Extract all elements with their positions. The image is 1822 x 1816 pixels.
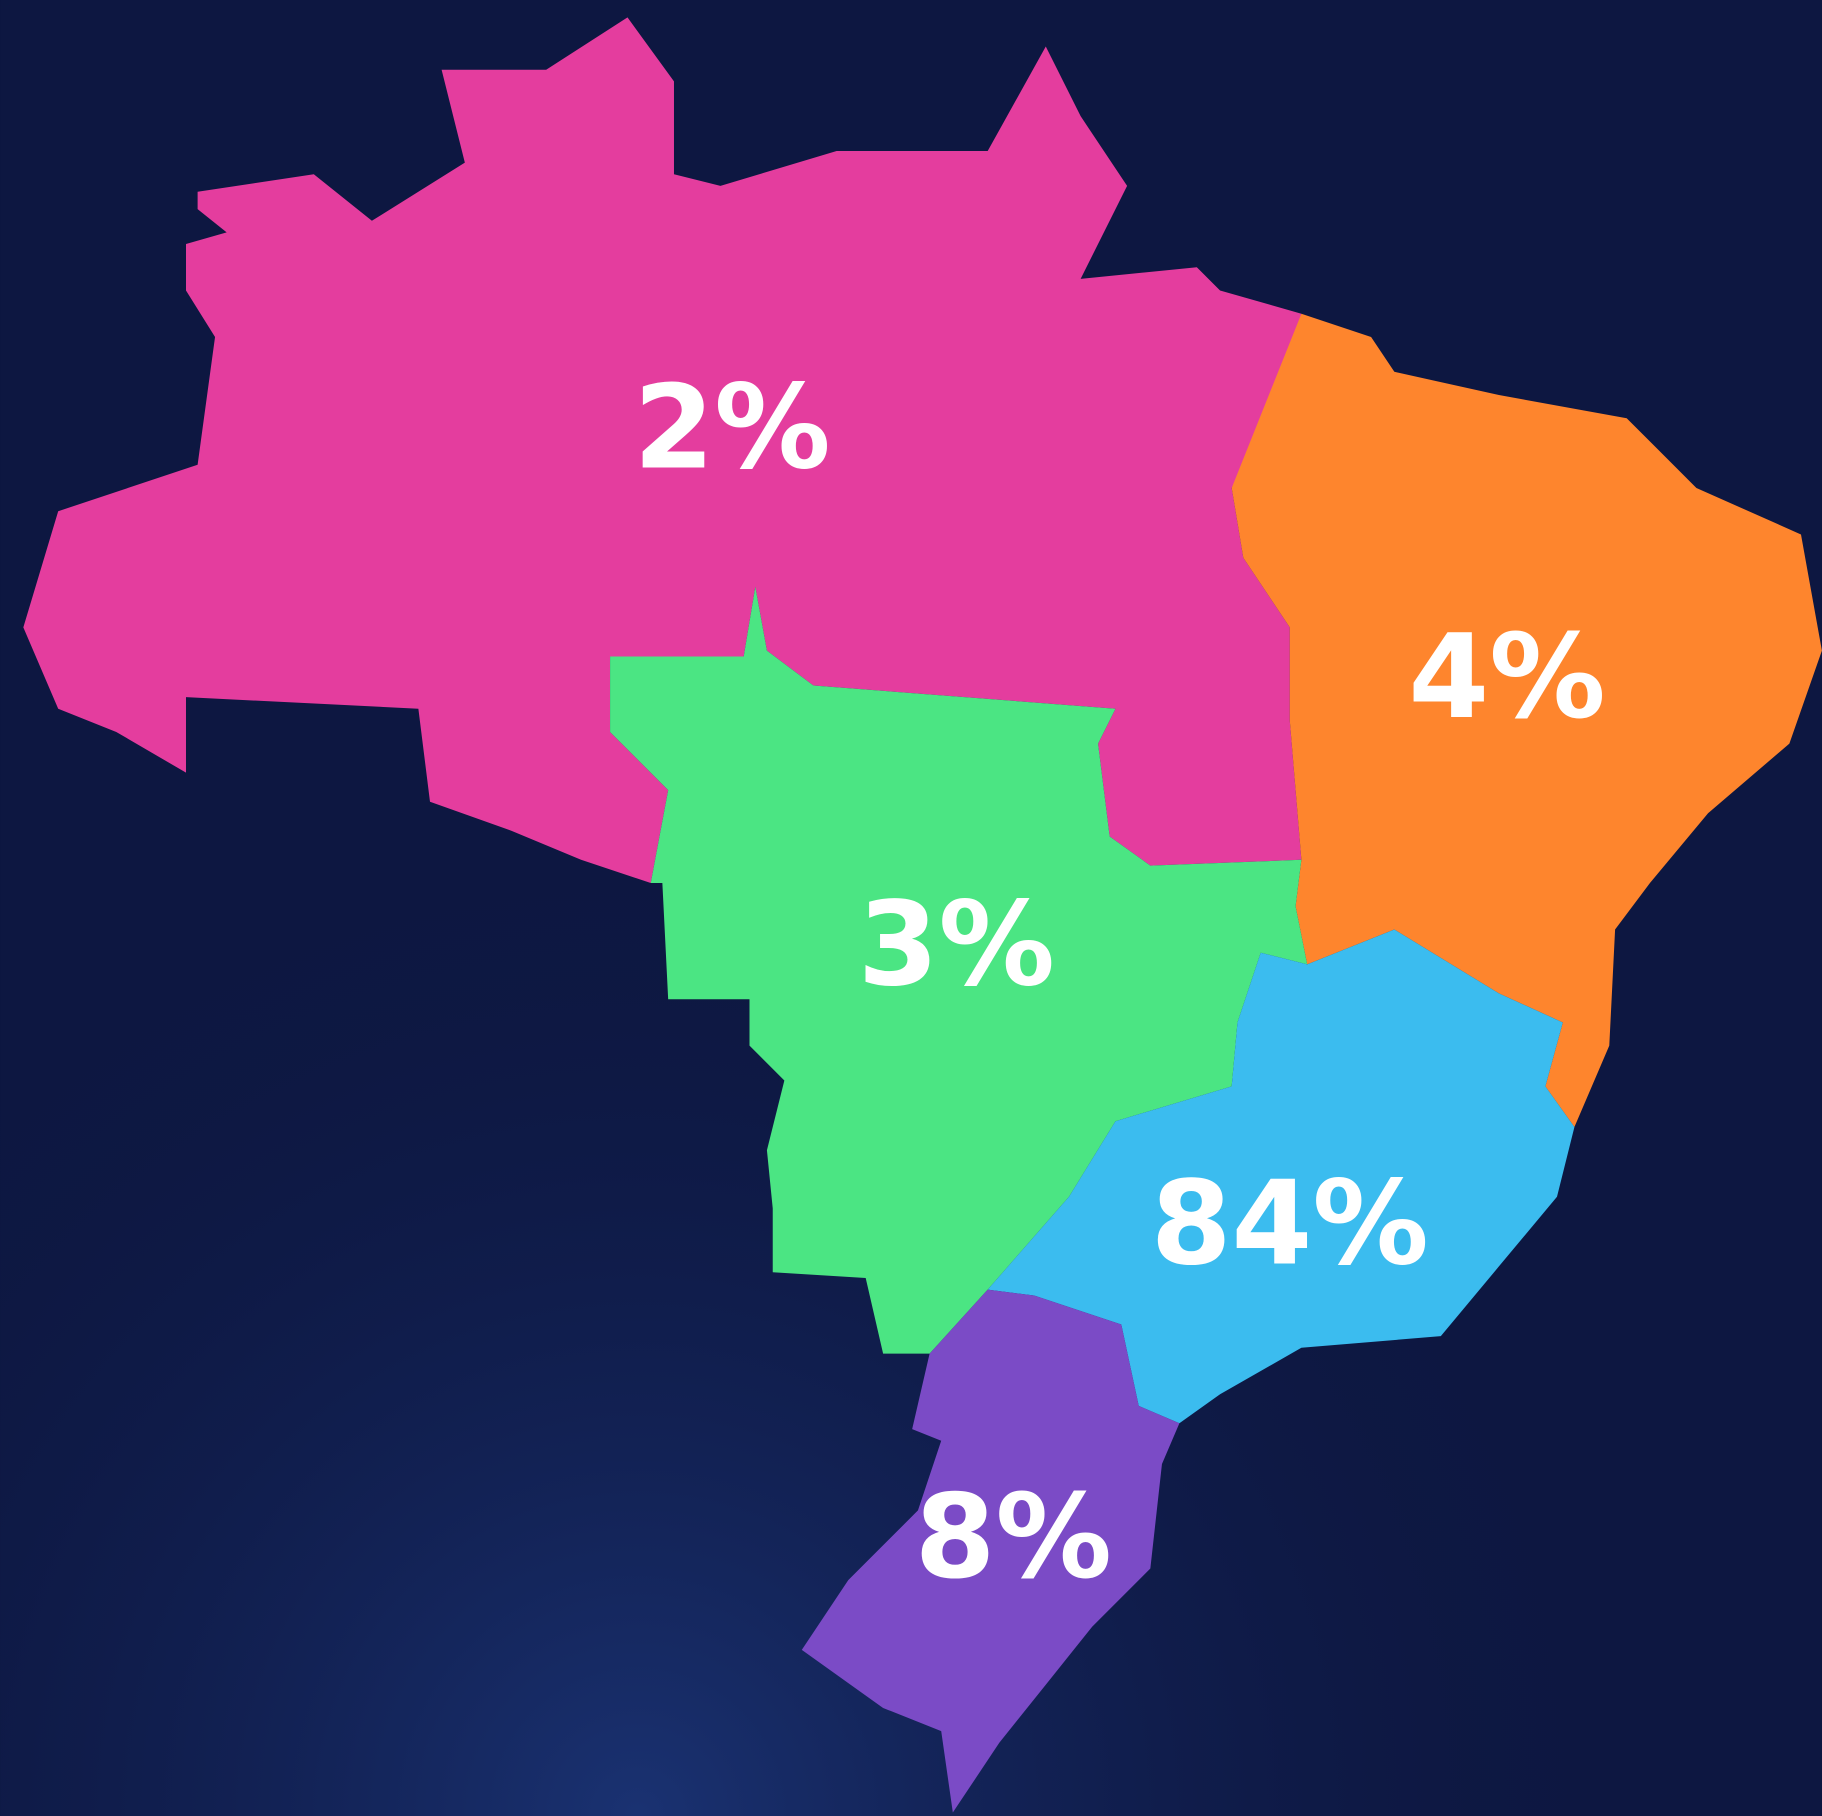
region-center-west <box>610 586 1308 1354</box>
region-label: 4% <box>1408 610 1605 745</box>
region-label: 8% <box>915 1470 1112 1605</box>
region-southeast <box>987 929 1575 1424</box>
region-label: 2% <box>633 360 830 495</box>
region-label: 84% <box>1151 1156 1429 1291</box>
region-label: 3% <box>858 877 1055 1012</box>
region-south <box>801 1289 1180 1813</box>
region-northeast <box>1231 313 1822 1128</box>
region-north <box>23 17 1302 884</box>
